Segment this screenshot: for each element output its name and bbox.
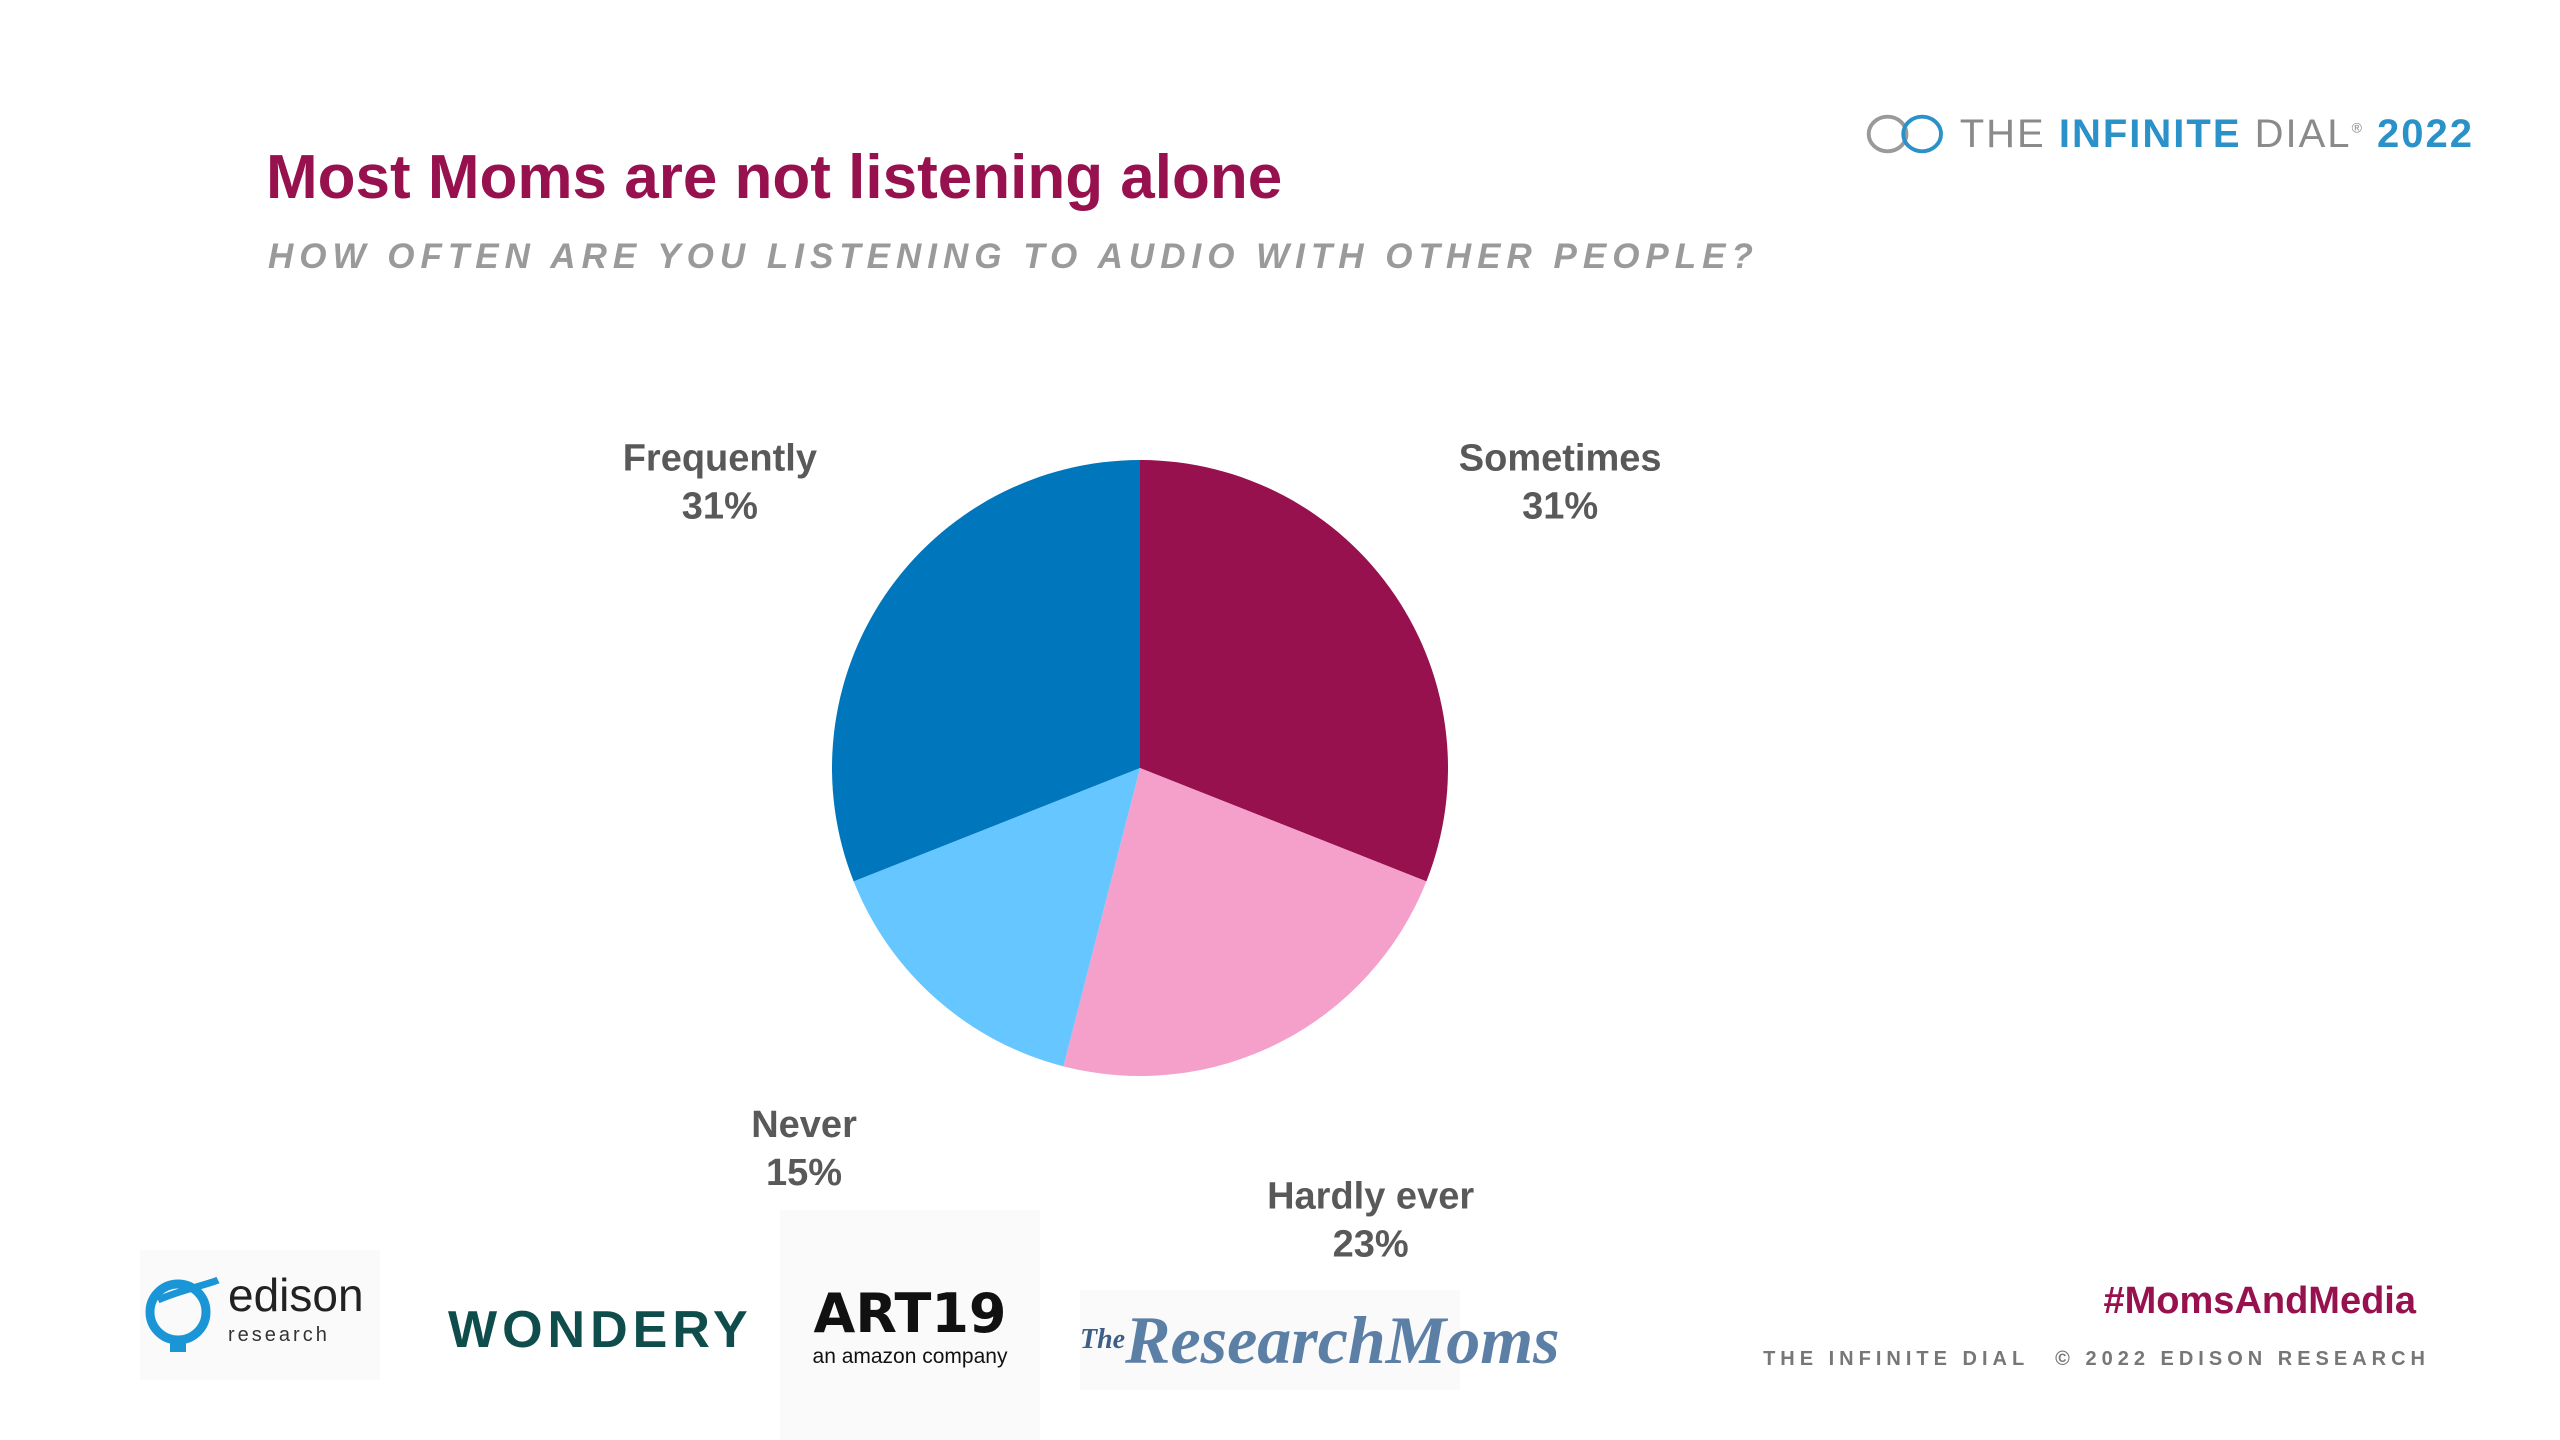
edison-bulb-icon	[145, 1276, 220, 1352]
pie-label-sometimes: Sometimes 31%	[1459, 437, 1662, 527]
infinite-dial-brand: THE INFINITE DIAL® 2022	[1864, 98, 2474, 170]
pie-label-hardly-ever: Hardly ever 23%	[1267, 1176, 1474, 1266]
infinity-logo-icon	[1866, 114, 1943, 154]
page-subtitle: HOW OFTEN ARE YOU LISTENING TO AUDIO WIT…	[268, 237, 1759, 276]
pie-slice-hardly-ever	[1063, 768, 1427, 1076]
hashtag: #MomsAndMedia	[2103, 1280, 2416, 1322]
art19-sub: an amazon company	[812, 1344, 1008, 1368]
art19-logo: ART19 an amazon company	[780, 1210, 1040, 1440]
research-moms-name: ResearchMoms	[1125, 1301, 1560, 1378]
page-title: Most Moms are not listening alone	[266, 143, 1283, 212]
wondery-logo: WONDERY	[448, 1301, 753, 1359]
art19-name: ART19	[813, 1281, 1007, 1345]
brand-registered: ®	[2351, 119, 2364, 136]
brand-suffix: DIAL	[2241, 111, 2352, 156]
pie-label-frequently: Frequently 31%	[623, 437, 817, 527]
edison-sub: research	[228, 1324, 330, 1346]
footer-left: THE INFINITE DIAL	[1763, 1348, 2030, 1370]
pie-slice-frequently	[832, 460, 1140, 882]
footer-copyright: THE INFINITE DIAL © 2022 EDISON RESEARCH	[1737, 1348, 2430, 1371]
pie-slice-sometimes	[1140, 460, 1449, 882]
pie-label-never: Never 15%	[751, 1104, 857, 1194]
brand-year: 2022	[2377, 111, 2474, 156]
edison-research-logo: edison research	[140, 1250, 380, 1380]
brand-bold: INFINITE	[2058, 111, 2242, 156]
research-moms-small: The	[1080, 1324, 1126, 1355]
footer-right: © 2022 EDISON RESEARCH	[2055, 1348, 2430, 1370]
brand-prefix: THE	[1959, 111, 2059, 156]
edison-name: edison	[228, 1269, 364, 1321]
research-moms-logo: The ResearchMoms	[1080, 1290, 1560, 1390]
pie-slice-never	[853, 768, 1140, 1067]
